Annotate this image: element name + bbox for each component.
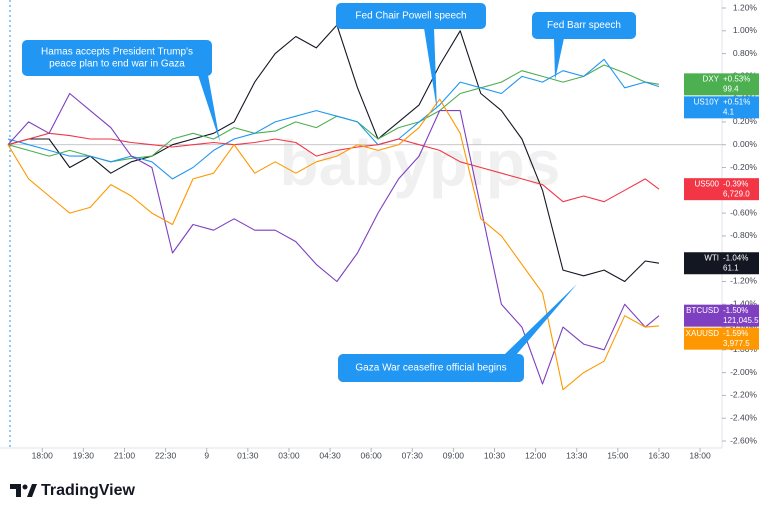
- y-tick-label: -2.60%: [730, 435, 757, 445]
- x-tick-label: 04:30: [319, 450, 341, 460]
- badge-price: 61.1: [723, 263, 739, 272]
- price-badge: WTI -1.04%61.1: [684, 252, 759, 275]
- x-tick-label: 21:00: [114, 450, 136, 460]
- series-line: [7, 98, 660, 391]
- badge-change: -1.50%: [723, 306, 748, 315]
- annotation-text: Hamas accepts President Trump's: [41, 47, 193, 58]
- price-badge: US500 -0.39%6,729.0: [684, 178, 759, 201]
- y-tick-label: 0.80%: [733, 48, 758, 58]
- annotation-box: [532, 12, 636, 39]
- badge-name: WTI: [704, 253, 719, 262]
- badge-change: +0.53%: [723, 74, 750, 83]
- y-tick-label: 0.20%: [733, 116, 758, 126]
- x-tick-label: 16:30: [648, 450, 670, 460]
- series-line: [7, 132, 660, 203]
- annotation-text: Fed Chair Powell speech: [355, 11, 466, 22]
- price-badge: BTCUSD -1.50%121,045.5: [684, 304, 759, 327]
- watermark: babypips: [280, 127, 561, 199]
- badge-name-bg: [684, 96, 721, 119]
- y-tick-label: 1.20%: [733, 2, 758, 12]
- annotation-box: [336, 3, 486, 29]
- x-tick-label: 19:30: [73, 450, 95, 460]
- annotation-pointer: [424, 28, 437, 110]
- x-tick-label: 06:00: [361, 450, 383, 460]
- price-badge: US10Y +0.51%4.1: [684, 96, 759, 119]
- y-tick-label: -0.60%: [730, 207, 757, 217]
- series-line: [7, 92, 660, 385]
- badge-value-bg: [721, 73, 759, 96]
- y-tick-label: -0.20%: [730, 162, 757, 172]
- y-tick-label: 0.00%: [733, 139, 758, 149]
- x-tick-label: 18:00: [32, 450, 54, 460]
- badge-change: +0.51%: [723, 97, 750, 106]
- annotation-pointer: [554, 38, 564, 80]
- y-tick-label: -2.00%: [730, 367, 757, 377]
- annotation-text: peace plan to end war in Gaza: [49, 59, 185, 70]
- annotation-box: [338, 354, 524, 382]
- annotation-text: Fed Barr speech: [547, 20, 621, 31]
- price-badge: XAUUSD -1.59%3,977.5: [684, 327, 759, 350]
- badge-name: BTCUSD: [686, 306, 719, 315]
- y-tick-label: -2.20%: [730, 390, 757, 400]
- x-tick-label: 22:30: [155, 450, 177, 460]
- badge-name: US10Y: [694, 97, 720, 106]
- badge-value-bg: [721, 252, 759, 275]
- x-tick-label: 18:00: [689, 450, 711, 460]
- badge-price: 3,977.5: [723, 339, 750, 348]
- x-tick-label: 13:30: [566, 450, 588, 460]
- badge-name-bg: [684, 304, 721, 327]
- y-tick-label: -1.20%: [730, 276, 757, 286]
- badge-name-bg: [684, 178, 721, 201]
- annotation-box: [22, 40, 212, 76]
- y-tick-label: 1.00%: [733, 25, 758, 35]
- badge-name-bg: [684, 252, 721, 275]
- y-tick-label: -0.80%: [730, 230, 757, 240]
- badge-value-bg: [721, 327, 759, 350]
- x-tick-label: 10:30: [484, 450, 506, 460]
- x-tick-label: 07:30: [402, 450, 424, 460]
- badge-name-bg: [684, 73, 721, 96]
- badge-price: 121,045.5: [723, 316, 759, 325]
- price-badge: DXY +0.53%99.4: [684, 73, 759, 96]
- brand-logo: [10, 484, 37, 497]
- badge-name-bg: [684, 327, 721, 350]
- x-tick-label: 09:00: [443, 450, 465, 460]
- badge-name: DXY: [703, 74, 720, 83]
- x-tick-label: 01:30: [237, 450, 259, 460]
- badge-price: 4.1: [723, 107, 735, 116]
- badge-price: 99.4: [723, 84, 739, 93]
- badge-change: -1.04%: [723, 253, 748, 262]
- annotation-pointer: [504, 284, 577, 355]
- x-tick-label: 12:00: [525, 450, 547, 460]
- annotation-pointer: [198, 75, 220, 142]
- badge-value-bg: [721, 96, 759, 119]
- badge-name: US500: [695, 179, 720, 188]
- annotation-text: Gaza War ceasefire official begins: [355, 363, 506, 374]
- badge-price: 6,729.0: [723, 189, 750, 198]
- x-tick-label: 03:00: [278, 450, 300, 460]
- badge-value-bg: [721, 304, 759, 327]
- badge-change: -0.39%: [723, 179, 748, 188]
- badge-change: -1.59%: [723, 329, 748, 338]
- x-tick-label: 9: [204, 450, 209, 460]
- x-tick-label: 15:00: [607, 450, 629, 460]
- brand-name: TradingView: [41, 482, 136, 499]
- y-tick-label: -1.40%: [730, 299, 757, 309]
- badge-name: XAUUSD: [686, 329, 720, 338]
- y-tick-label: -2.40%: [730, 412, 757, 422]
- badge-value-bg: [721, 178, 759, 201]
